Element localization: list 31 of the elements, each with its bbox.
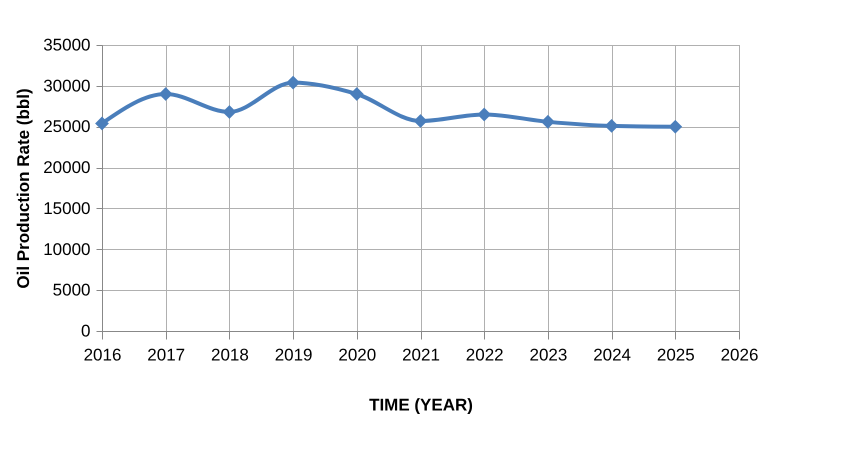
x-tick-label: 2019 [274,346,313,364]
point [350,87,364,101]
x-tick-label: 2021 [402,346,440,364]
point [541,114,555,129]
x-axis-title: TIME (YEAR) [369,396,473,414]
y-tick-label: 35000 [43,36,90,54]
y-tick-label: 25000 [43,117,90,136]
point [286,76,300,90]
x-tick-label: 2018 [210,346,249,364]
y-axis-title: Oil Production Rate (bbl) [14,88,34,289]
x-tick-label: 2020 [338,346,376,364]
y-tick-label: 5000 [52,280,90,300]
x-tick-label: 2026 [720,346,758,364]
x-tick-label: 2023 [529,346,568,364]
x-tick-label: 2025 [656,346,695,364]
point [604,119,618,133]
x-tick-label: 2022 [466,346,504,364]
point [477,108,492,122]
y-tick-label: 15000 [43,198,90,218]
x-tick-label: 2017 [147,346,186,364]
point [158,87,173,101]
point [222,105,236,119]
y-tick-label: 30000 [43,76,90,96]
y-tick-label: 10000 [43,240,90,259]
point [414,114,428,128]
x-tick-label: 2016 [84,346,122,364]
point [668,120,682,134]
point [95,116,109,130]
x-tick-label: 2024 [593,346,632,364]
y-tick-label: 0 [81,322,90,340]
y-tick-label: 20000 [43,158,90,178]
